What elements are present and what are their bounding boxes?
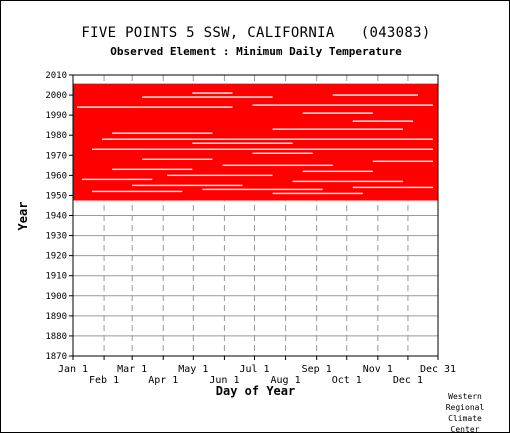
credit-block: Western Regional Climate Center bbox=[435, 391, 495, 433]
missing-segment bbox=[77, 106, 233, 108]
x-tick-label: Jun 1 bbox=[209, 375, 239, 386]
credit-line: Center bbox=[450, 425, 480, 433]
y-tick-label: 1910 bbox=[45, 272, 67, 282]
missing-segment bbox=[112, 168, 193, 171]
x-tick-label: Apr 1 bbox=[148, 375, 178, 386]
x-tick-label: Feb 1 bbox=[89, 375, 119, 386]
missing-segment bbox=[352, 186, 433, 189]
data-band bbox=[73, 83, 438, 201]
credit-line: Climate bbox=[448, 414, 482, 423]
y-tick-label: 1950 bbox=[45, 191, 67, 201]
y-tick-label: 1940 bbox=[45, 212, 67, 222]
x-tick-label: May 1 bbox=[178, 364, 208, 375]
missing-segment bbox=[82, 178, 153, 181]
missing-segment bbox=[167, 174, 273, 177]
x-tick-label: Oct 1 bbox=[332, 375, 362, 386]
data-layer bbox=[73, 83, 438, 201]
chart-title: FIVE POINTS 5 SSW, CALIFORNIA (043083) bbox=[81, 25, 431, 41]
plot-frame bbox=[72, 74, 439, 357]
y-tick-label: 2000 bbox=[45, 91, 67, 101]
y-tick-label: 1920 bbox=[45, 252, 67, 262]
missing-segment bbox=[92, 148, 433, 150]
y-tick-label: 1900 bbox=[45, 292, 67, 302]
missing-segment bbox=[352, 120, 413, 122]
missing-segment bbox=[252, 104, 433, 106]
missing-segment bbox=[372, 160, 433, 163]
frame-layer bbox=[69, 74, 439, 360]
x-axis-label: Day of Year bbox=[215, 384, 296, 398]
missing-segment bbox=[302, 170, 373, 173]
missing-segment bbox=[102, 138, 433, 140]
missing-segment bbox=[132, 184, 243, 187]
y-tick-label: 1960 bbox=[45, 171, 67, 181]
credit-line: Regional bbox=[445, 403, 485, 412]
tick-label-layer: 1870 1880 1890 1900 1910 1920 1930 1940 1950 1960… bbox=[45, 71, 456, 386]
missing-segment bbox=[192, 142, 293, 144]
missing-segment bbox=[192, 92, 233, 94]
missing-segment bbox=[202, 188, 323, 191]
x-tick-label: Sep 1 bbox=[302, 364, 332, 375]
missing-segment bbox=[302, 112, 373, 114]
x-tick-label: Aug 1 bbox=[271, 375, 301, 386]
missing-segment bbox=[142, 96, 273, 98]
x-tick-label: Jan 1 bbox=[58, 364, 88, 375]
y-tick-label: 1870 bbox=[45, 352, 67, 362]
missing-segment bbox=[272, 192, 363, 195]
missing-segment bbox=[222, 164, 333, 167]
x-tick-label: Dec 1 bbox=[393, 375, 423, 386]
x-tick-label: Nov 1 bbox=[363, 364, 393, 375]
missing-segment bbox=[252, 152, 313, 154]
y-tick-label: 1990 bbox=[45, 111, 67, 121]
x-tick-label: Dec 31 bbox=[420, 364, 456, 375]
y-tick-label: 1890 bbox=[45, 312, 67, 322]
missing-segment bbox=[332, 94, 418, 96]
y-tick-label: 1930 bbox=[45, 232, 67, 242]
x-tick-label: Mar 1 bbox=[117, 364, 147, 375]
y-tick-label: 1880 bbox=[45, 332, 67, 342]
missing-segment bbox=[272, 128, 403, 130]
missing-segment bbox=[142, 158, 213, 161]
chart-subtitle: Observed Element : Minimum Daily Tempera… bbox=[110, 45, 402, 58]
y-tick-label: 1970 bbox=[45, 151, 67, 161]
y-tick-label: 1980 bbox=[45, 131, 67, 141]
missing-segment bbox=[292, 180, 403, 183]
y-tick-label: 2010 bbox=[45, 71, 67, 81]
y-axis-label: Year bbox=[16, 201, 30, 231]
missing-segment bbox=[92, 190, 183, 193]
missing-segment bbox=[112, 132, 213, 134]
x-tick-label: Jul 1 bbox=[239, 364, 269, 375]
credit-line: Western bbox=[448, 392, 482, 401]
